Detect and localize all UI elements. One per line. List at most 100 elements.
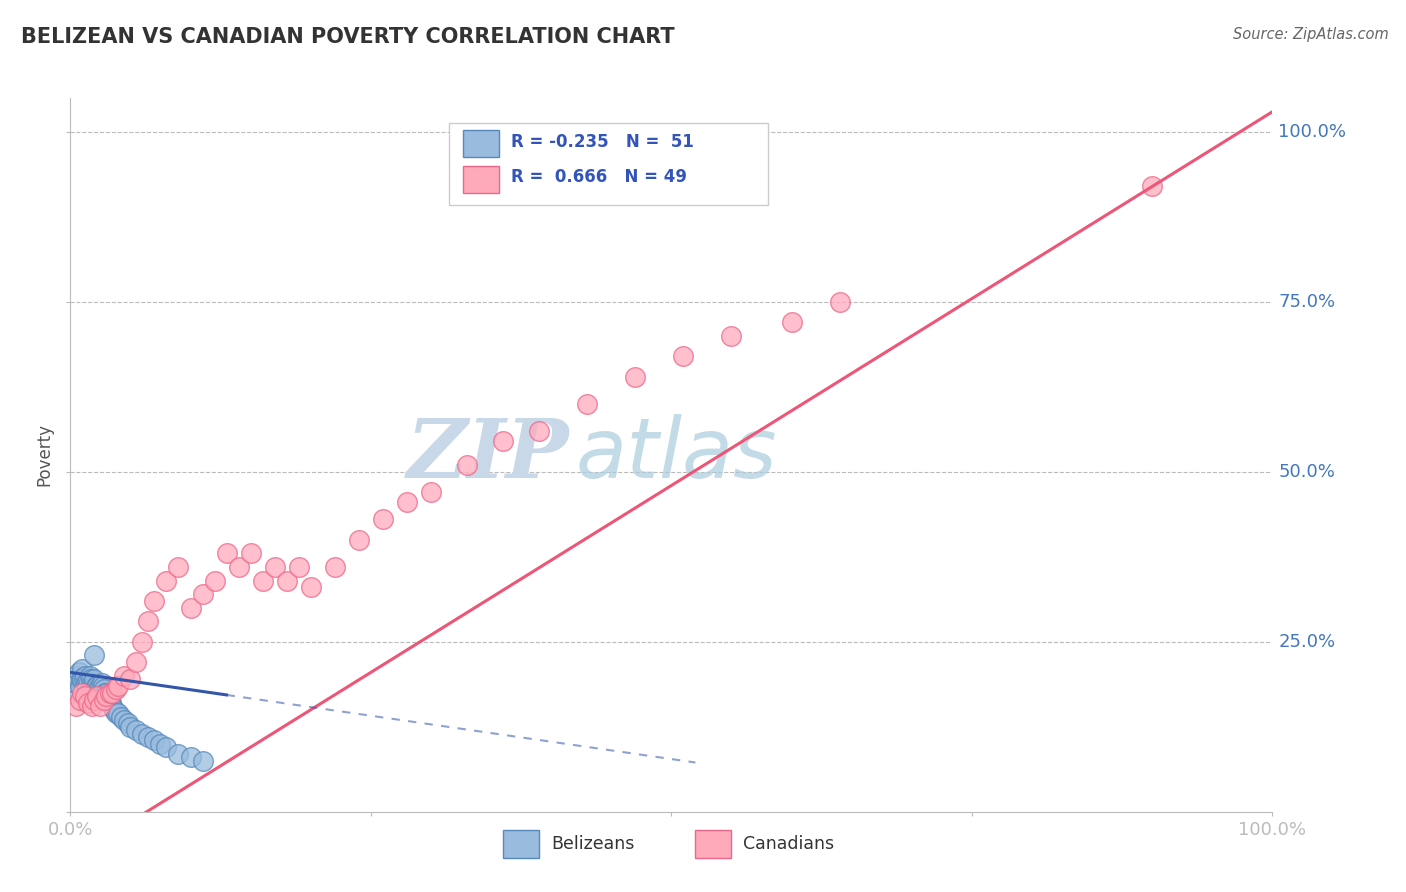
Point	[77, 672, 100, 686]
Point	[107, 706, 129, 721]
Point	[371, 512, 394, 526]
Point	[101, 699, 124, 714]
Text: ZIP: ZIP	[406, 415, 569, 495]
Text: Canadians: Canadians	[744, 835, 835, 853]
Point	[101, 686, 124, 700]
Point	[395, 495, 418, 509]
Point	[97, 692, 120, 706]
Point	[93, 682, 115, 697]
Point	[239, 546, 262, 560]
Point	[143, 594, 166, 608]
Point	[96, 689, 118, 703]
Point	[65, 699, 87, 714]
Point	[107, 679, 129, 693]
Point	[65, 669, 87, 683]
Point	[420, 485, 443, 500]
Text: 75.0%: 75.0%	[1278, 293, 1336, 311]
Point	[120, 672, 142, 686]
Text: 100.0%: 100.0%	[1278, 123, 1347, 141]
Point	[180, 600, 202, 615]
Point	[287, 560, 309, 574]
Point	[1142, 179, 1164, 194]
Point	[112, 669, 135, 683]
Point	[215, 546, 238, 560]
Point	[228, 560, 250, 574]
Point	[79, 669, 101, 683]
Point	[67, 665, 90, 680]
Point	[73, 669, 96, 683]
Point	[63, 686, 86, 700]
Point	[89, 686, 111, 700]
Point	[70, 672, 93, 686]
Point	[120, 720, 142, 734]
Point	[104, 706, 127, 721]
Point	[93, 692, 115, 706]
Point	[155, 574, 177, 588]
Point	[86, 679, 108, 693]
Text: R =  0.666   N = 49: R = 0.666 N = 49	[512, 169, 688, 186]
Point	[63, 675, 86, 690]
Y-axis label: Poverty: Poverty	[35, 424, 53, 486]
Point	[83, 672, 105, 686]
Point	[204, 574, 226, 588]
Point	[125, 723, 148, 738]
Point	[87, 682, 110, 697]
Point	[83, 692, 105, 706]
Point	[117, 716, 139, 731]
Point	[191, 587, 214, 601]
Point	[72, 662, 94, 676]
Point	[125, 655, 148, 669]
Point	[76, 679, 98, 693]
Point	[91, 679, 114, 693]
Point	[110, 709, 132, 723]
Text: 25.0%: 25.0%	[1278, 632, 1336, 651]
Point	[82, 679, 104, 693]
Point	[72, 672, 94, 686]
Point	[780, 315, 803, 329]
Text: BELIZEAN VS CANADIAN POVERTY CORRELATION CHART: BELIZEAN VS CANADIAN POVERTY CORRELATION…	[21, 27, 675, 46]
Point	[69, 679, 91, 693]
Point	[323, 560, 346, 574]
Point	[90, 675, 112, 690]
Point	[492, 434, 515, 449]
Point	[167, 560, 190, 574]
Bar	[696, 830, 731, 858]
Point	[77, 696, 100, 710]
Point	[131, 726, 153, 740]
Point	[720, 329, 742, 343]
Point	[103, 703, 125, 717]
Point	[96, 686, 118, 700]
Point	[143, 733, 166, 747]
Point	[180, 750, 202, 764]
Point	[80, 675, 103, 690]
Text: atlas: atlas	[575, 415, 778, 495]
Text: Belizeans: Belizeans	[551, 835, 634, 853]
FancyBboxPatch shape	[449, 123, 768, 205]
Point	[131, 635, 153, 649]
Point	[263, 560, 285, 574]
Point	[138, 615, 160, 629]
Point	[104, 682, 127, 697]
Point	[624, 369, 647, 384]
Point	[276, 574, 298, 588]
Text: R = -0.235   N =  51: R = -0.235 N = 51	[512, 133, 695, 151]
Bar	[464, 130, 499, 157]
Point	[84, 679, 107, 693]
Point	[138, 730, 160, 744]
Point	[80, 672, 103, 686]
Point	[155, 740, 177, 755]
Point	[149, 737, 172, 751]
Point	[672, 350, 695, 364]
Bar	[503, 830, 538, 858]
Point	[97, 689, 120, 703]
Text: 50.0%: 50.0%	[1278, 463, 1336, 481]
Point	[299, 581, 322, 595]
Bar	[464, 166, 499, 193]
Point	[347, 533, 370, 547]
Point	[100, 696, 122, 710]
Point	[112, 713, 135, 727]
Point	[94, 686, 117, 700]
Point	[80, 699, 103, 714]
Point	[191, 754, 214, 768]
Point	[98, 692, 121, 706]
